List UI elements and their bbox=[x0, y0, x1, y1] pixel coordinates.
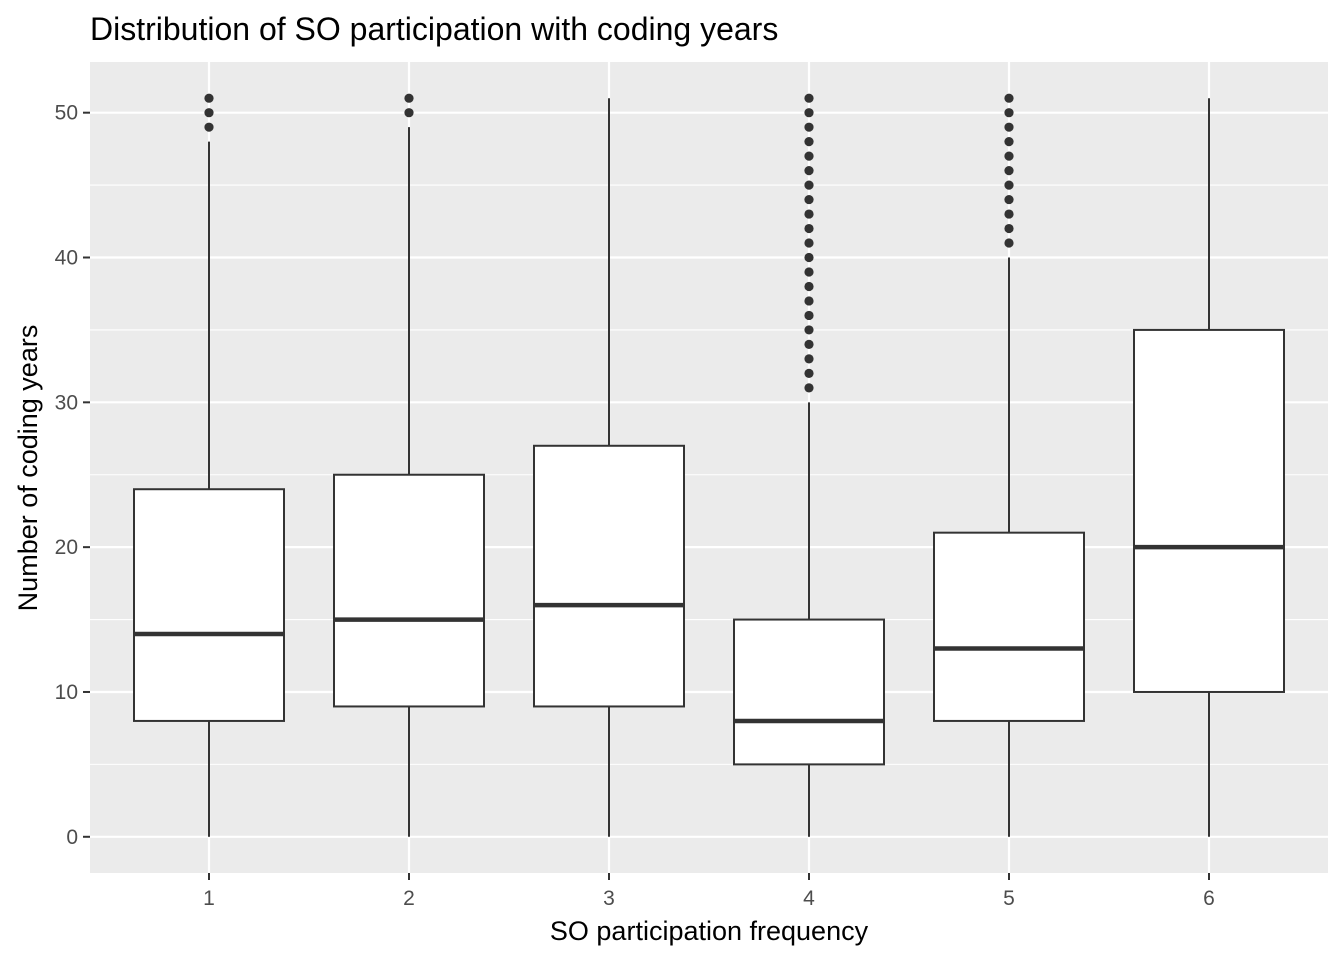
outlier-point bbox=[404, 108, 414, 118]
box-group-5 bbox=[933, 93, 1085, 837]
outlier-point bbox=[1004, 223, 1014, 234]
x-tick-label: 5 bbox=[1003, 887, 1015, 910]
box bbox=[733, 618, 885, 766]
outlier-point bbox=[804, 383, 814, 393]
boxes bbox=[133, 93, 1285, 837]
y-axis: 0 10 20 30 40 50 bbox=[55, 102, 90, 849]
outlier-point bbox=[804, 281, 814, 292]
box-group-6 bbox=[1133, 98, 1285, 837]
outlier-point bbox=[1004, 93, 1014, 103]
y-axis-title: Number of coding years bbox=[13, 325, 43, 612]
x-tick-label: 6 bbox=[1203, 887, 1215, 910]
outlier-point bbox=[804, 137, 814, 147]
outlier-point bbox=[204, 122, 214, 132]
outlier-point bbox=[804, 238, 814, 248]
outlier-point bbox=[404, 93, 414, 103]
y-tick-label: 20 bbox=[55, 536, 78, 559]
outlier-point bbox=[804, 209, 814, 219]
outlier-point bbox=[1004, 122, 1014, 132]
outlier-point bbox=[1004, 108, 1014, 118]
outlier-point bbox=[1004, 151, 1014, 161]
box bbox=[933, 531, 1085, 722]
outlier-point bbox=[204, 93, 214, 103]
y-tick-label: 0 bbox=[66, 826, 78, 849]
x-axis-title: SO participation frequency bbox=[550, 916, 869, 946]
box bbox=[533, 444, 685, 708]
box-group-2 bbox=[333, 93, 485, 837]
outlier-point bbox=[804, 267, 814, 277]
outlier-point bbox=[804, 354, 814, 364]
y-tick-label: 30 bbox=[55, 391, 78, 414]
outlier-point bbox=[804, 325, 814, 335]
box-group-4 bbox=[733, 93, 885, 837]
x-tick-label: 1 bbox=[203, 887, 215, 910]
outlier-point bbox=[804, 93, 814, 103]
y-tick-label: 50 bbox=[55, 102, 78, 125]
x-axis: 1 2 3 4 5 6 bbox=[203, 873, 1215, 910]
outlier-point bbox=[1004, 137, 1014, 147]
x-tick-label: 2 bbox=[403, 887, 415, 910]
outlier-point bbox=[1004, 238, 1014, 248]
outlier-point bbox=[204, 108, 214, 118]
outlier-point bbox=[804, 166, 814, 176]
outlier-point bbox=[804, 180, 814, 190]
grid-minor bbox=[90, 184, 1328, 765]
box bbox=[333, 473, 485, 708]
y-tick-label: 10 bbox=[55, 681, 78, 704]
outlier-point bbox=[1004, 166, 1014, 176]
x-tick-label: 3 bbox=[603, 887, 615, 910]
box-group-3 bbox=[533, 98, 685, 837]
outlier-point bbox=[1004, 209, 1014, 219]
chart-title: Distribution of SO participation with co… bbox=[90, 11, 778, 47]
outlier-point bbox=[804, 223, 814, 234]
box-group-1 bbox=[133, 93, 285, 837]
y-tick-label: 40 bbox=[55, 247, 78, 270]
outlier-point bbox=[804, 310, 814, 321]
plot-panel bbox=[90, 62, 1328, 873]
outlier-point bbox=[804, 122, 814, 132]
box bbox=[1133, 328, 1285, 693]
outlier-point bbox=[804, 339, 814, 350]
outlier-point bbox=[804, 296, 814, 306]
outlier-point bbox=[804, 108, 814, 118]
outlier-point bbox=[804, 252, 814, 263]
x-tick-label: 4 bbox=[803, 887, 815, 910]
box bbox=[133, 488, 285, 722]
outlier-point bbox=[804, 368, 814, 378]
outlier-point bbox=[1004, 194, 1014, 205]
outlier-point bbox=[804, 194, 814, 205]
outlier-point bbox=[804, 151, 814, 161]
outlier-point bbox=[1004, 180, 1014, 190]
